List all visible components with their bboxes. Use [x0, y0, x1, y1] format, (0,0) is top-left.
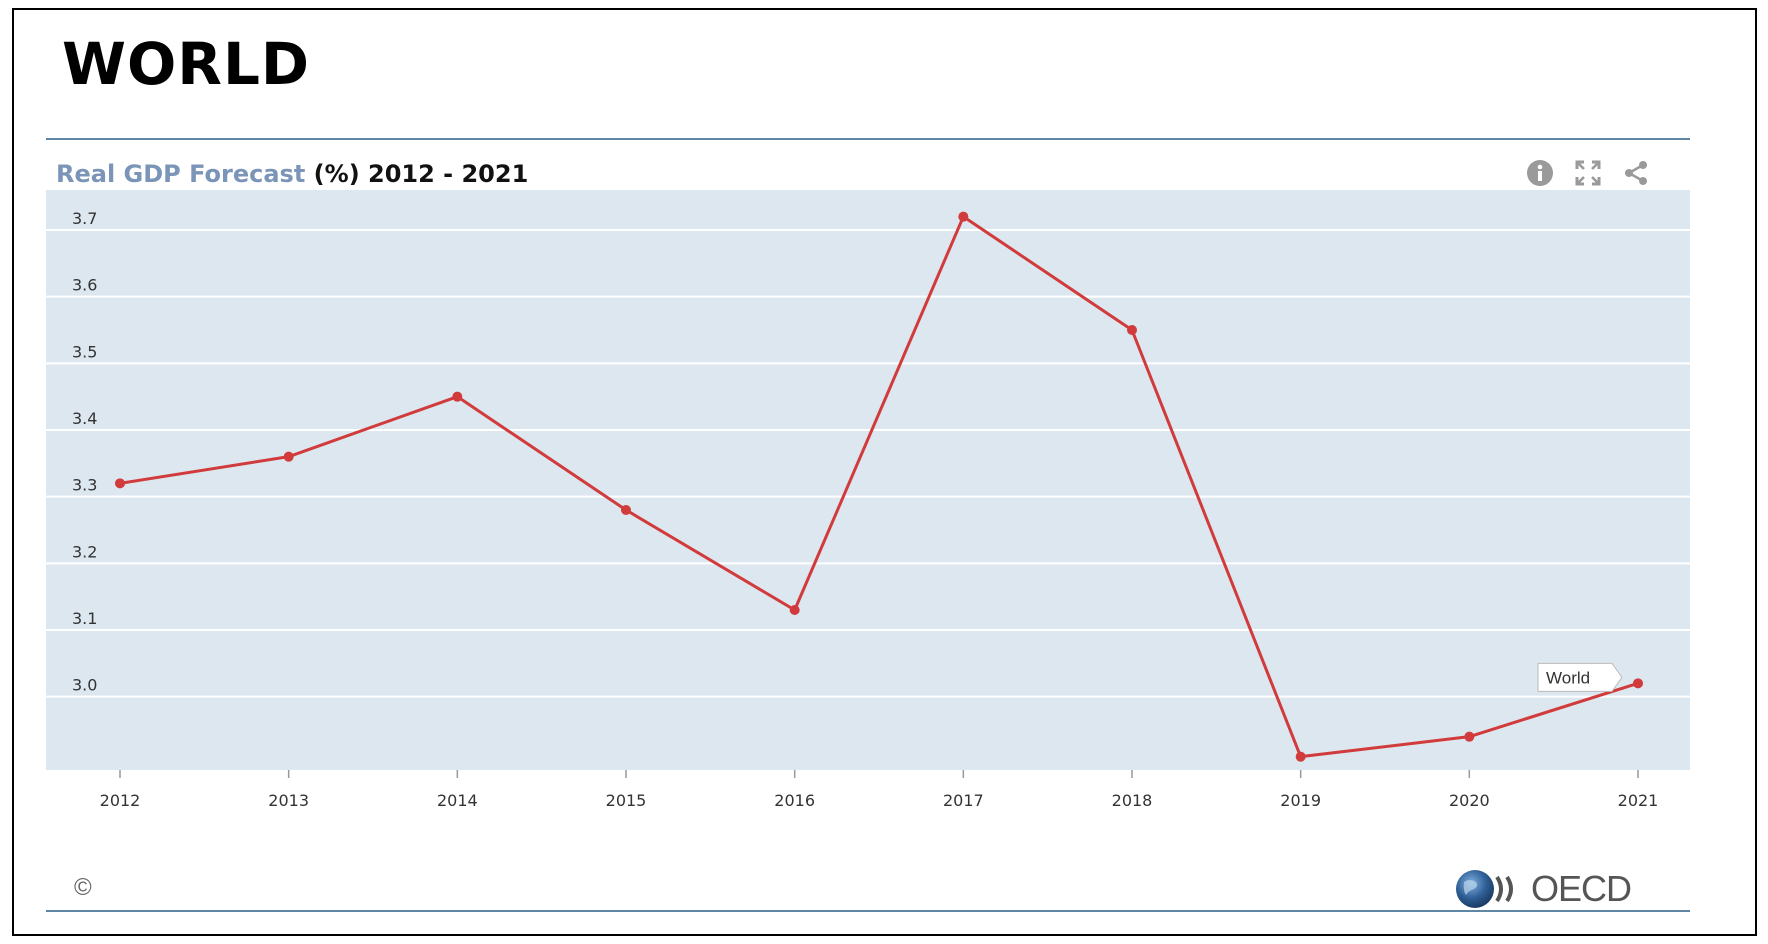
- oecd-logo-text: OECD: [1531, 868, 1632, 909]
- oecd-logo: OECD: [1455, 867, 1632, 911]
- chart-title: Real GDP Forecast (%) 2012 - 2021: [56, 160, 528, 188]
- data-point: [1633, 678, 1643, 689]
- info-icon[interactable]: [1525, 158, 1555, 188]
- chart-title-main: Real GDP Forecast: [56, 160, 306, 188]
- y-tick-label: 3.2: [72, 542, 97, 561]
- series-line: [119, 215, 1639, 759]
- data-point: [789, 605, 800, 615]
- y-tick-label: 3.6: [72, 276, 97, 295]
- bottom-divider: [46, 910, 1690, 912]
- y-tick-label: 3.7: [72, 209, 97, 228]
- x-tick-label: 2014: [437, 791, 478, 810]
- series-label-box: [1537, 662, 1623, 692]
- x-tick-label: 2018: [1112, 791, 1153, 810]
- chart-toolbar: [1525, 158, 1651, 188]
- data-point: [621, 505, 631, 515]
- x-tick-label: 2021: [1618, 791, 1659, 810]
- y-tick-label: 3.4: [72, 409, 97, 428]
- x-tick-label: 2015: [606, 791, 647, 810]
- data-point: [1464, 731, 1475, 742]
- y-tick-label: 3.1: [72, 609, 97, 628]
- copyright-symbol: ©: [74, 874, 92, 901]
- oecd-globe-icon: [1456, 870, 1513, 908]
- data-point: [115, 478, 125, 489]
- chart-title-suffix: (%) 2012 - 2021: [313, 160, 529, 188]
- x-tick-label: 2012: [100, 791, 141, 810]
- fullscreen-icon[interactable]: [1573, 158, 1603, 188]
- plot-area: [46, 190, 1690, 770]
- y-tick-label: 3.3: [72, 476, 97, 495]
- data-point: [283, 451, 294, 462]
- series-label: World: [1546, 668, 1590, 687]
- share-icon[interactable]: [1621, 158, 1651, 188]
- data-point: [1295, 751, 1306, 762]
- data-point: [1127, 325, 1137, 335]
- x-tick-label: 2020: [1449, 791, 1490, 810]
- top-divider: [46, 138, 1690, 140]
- x-tick-label: 2016: [774, 791, 815, 810]
- data-point: [958, 211, 969, 222]
- y-tick-label: 3.5: [72, 342, 97, 361]
- x-tick-label: 2013: [268, 791, 309, 810]
- data-point: [452, 391, 463, 402]
- y-tick-label: 3.0: [72, 676, 97, 695]
- x-tick-label: 2017: [943, 791, 984, 810]
- page-title: WORLD: [62, 30, 311, 98]
- x-tick-label: 2019: [1280, 791, 1321, 810]
